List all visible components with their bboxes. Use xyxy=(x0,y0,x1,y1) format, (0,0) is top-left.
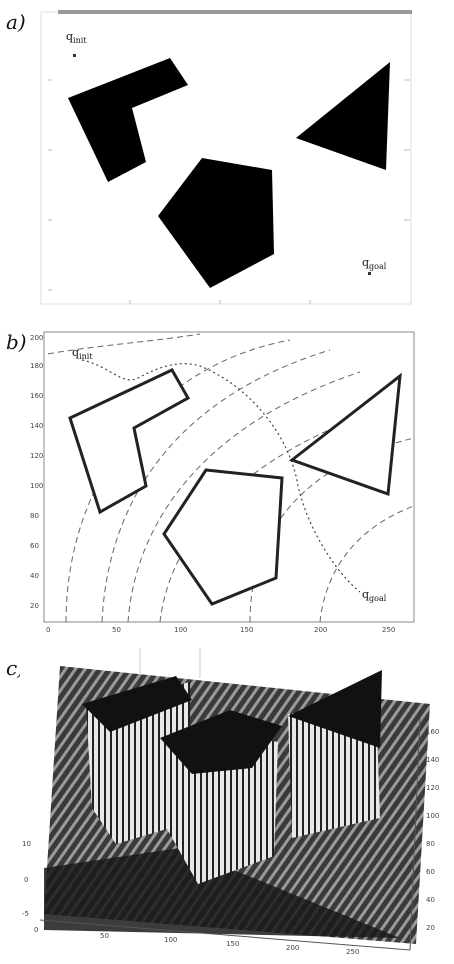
x-tick: 50 xyxy=(100,932,109,940)
x-tick: 150 xyxy=(240,626,253,634)
start-marker xyxy=(73,54,76,57)
y-tick: 80 xyxy=(30,512,39,520)
y-tick: 200 xyxy=(30,334,43,342)
z-tick: 60 xyxy=(426,868,435,876)
l-shaped-obstacle xyxy=(68,58,188,182)
z-tick: 100 xyxy=(426,812,439,820)
y-tick: 140 xyxy=(30,422,43,430)
left-tick: 10 xyxy=(22,840,31,848)
x-tick: 150 xyxy=(226,940,239,948)
q-goal-label-a: qgoal xyxy=(362,256,387,272)
y-tick: 60 xyxy=(30,542,39,550)
pentagon-obstacle xyxy=(158,158,274,288)
z-tick: 80 xyxy=(426,840,435,848)
y-tick: 180 xyxy=(30,362,43,370)
panel-a-top-bar xyxy=(58,10,412,14)
panel-a-figure xyxy=(40,10,412,305)
z-tick: 40 xyxy=(426,896,435,904)
x-tick: 50 xyxy=(112,626,121,634)
panel-c-figure: 0 50 100 150 200 250 160 140 120 100 80 … xyxy=(20,648,450,958)
goal-marker xyxy=(368,272,371,275)
surface-floor-shade xyxy=(44,848,400,938)
x-tick: 0 xyxy=(34,926,38,934)
triangle-obstacle-outline xyxy=(288,372,402,497)
z-tick: 160 xyxy=(426,728,439,736)
panel-a-label: a) xyxy=(6,10,26,34)
x-tick: 250 xyxy=(382,626,395,634)
panel-c-z-ticks: 160 140 120 100 80 60 40 20 xyxy=(426,728,439,932)
z-tick: 20 xyxy=(426,924,435,932)
l-shaped-obstacle-outline xyxy=(68,368,191,515)
q-init-label-a: qinit xyxy=(66,30,87,46)
q-init-label-b: qinit xyxy=(72,346,93,362)
z-tick: 140 xyxy=(426,756,439,764)
panel-c-x-ticks: 0 50 100 150 200 250 xyxy=(34,926,359,956)
q-goal-label-b: qgoal xyxy=(362,588,387,604)
x-tick: 100 xyxy=(164,936,177,944)
y-tick: 40 xyxy=(30,572,39,580)
y-tick: 160 xyxy=(30,392,43,400)
x-tick: 250 xyxy=(346,948,359,956)
panel-b-label: b) xyxy=(6,330,27,354)
panel-b-x-ticks: 0 50 100 150 200 250 xyxy=(46,626,395,634)
pentagon-obstacle-outline xyxy=(162,468,284,606)
l-block-top xyxy=(82,676,192,732)
y-tick: 120 xyxy=(30,452,43,460)
triangle-obstacle xyxy=(296,62,390,170)
y-tick: 20 xyxy=(30,602,39,610)
x-tick: 100 xyxy=(174,626,187,634)
y-tick: 100 xyxy=(30,482,43,490)
planned-path xyxy=(81,359,361,593)
panel-c-left-ticks: 10 0 -5 xyxy=(22,840,31,918)
x-tick: 200 xyxy=(314,626,327,634)
triangle-block-top xyxy=(288,670,382,748)
left-tick: 0 xyxy=(24,876,28,884)
z-tick: 120 xyxy=(426,784,439,792)
pentagon-block-top xyxy=(160,710,282,774)
x-tick: 200 xyxy=(286,944,299,952)
panel-b-figure: 0 50 100 150 200 250 200 180 160 140 120… xyxy=(30,331,415,634)
panel-b-y-ticks: 200 180 160 140 120 100 80 60 40 20 xyxy=(30,334,43,610)
left-tick: -5 xyxy=(22,910,29,918)
x-tick: 0 xyxy=(46,626,50,634)
